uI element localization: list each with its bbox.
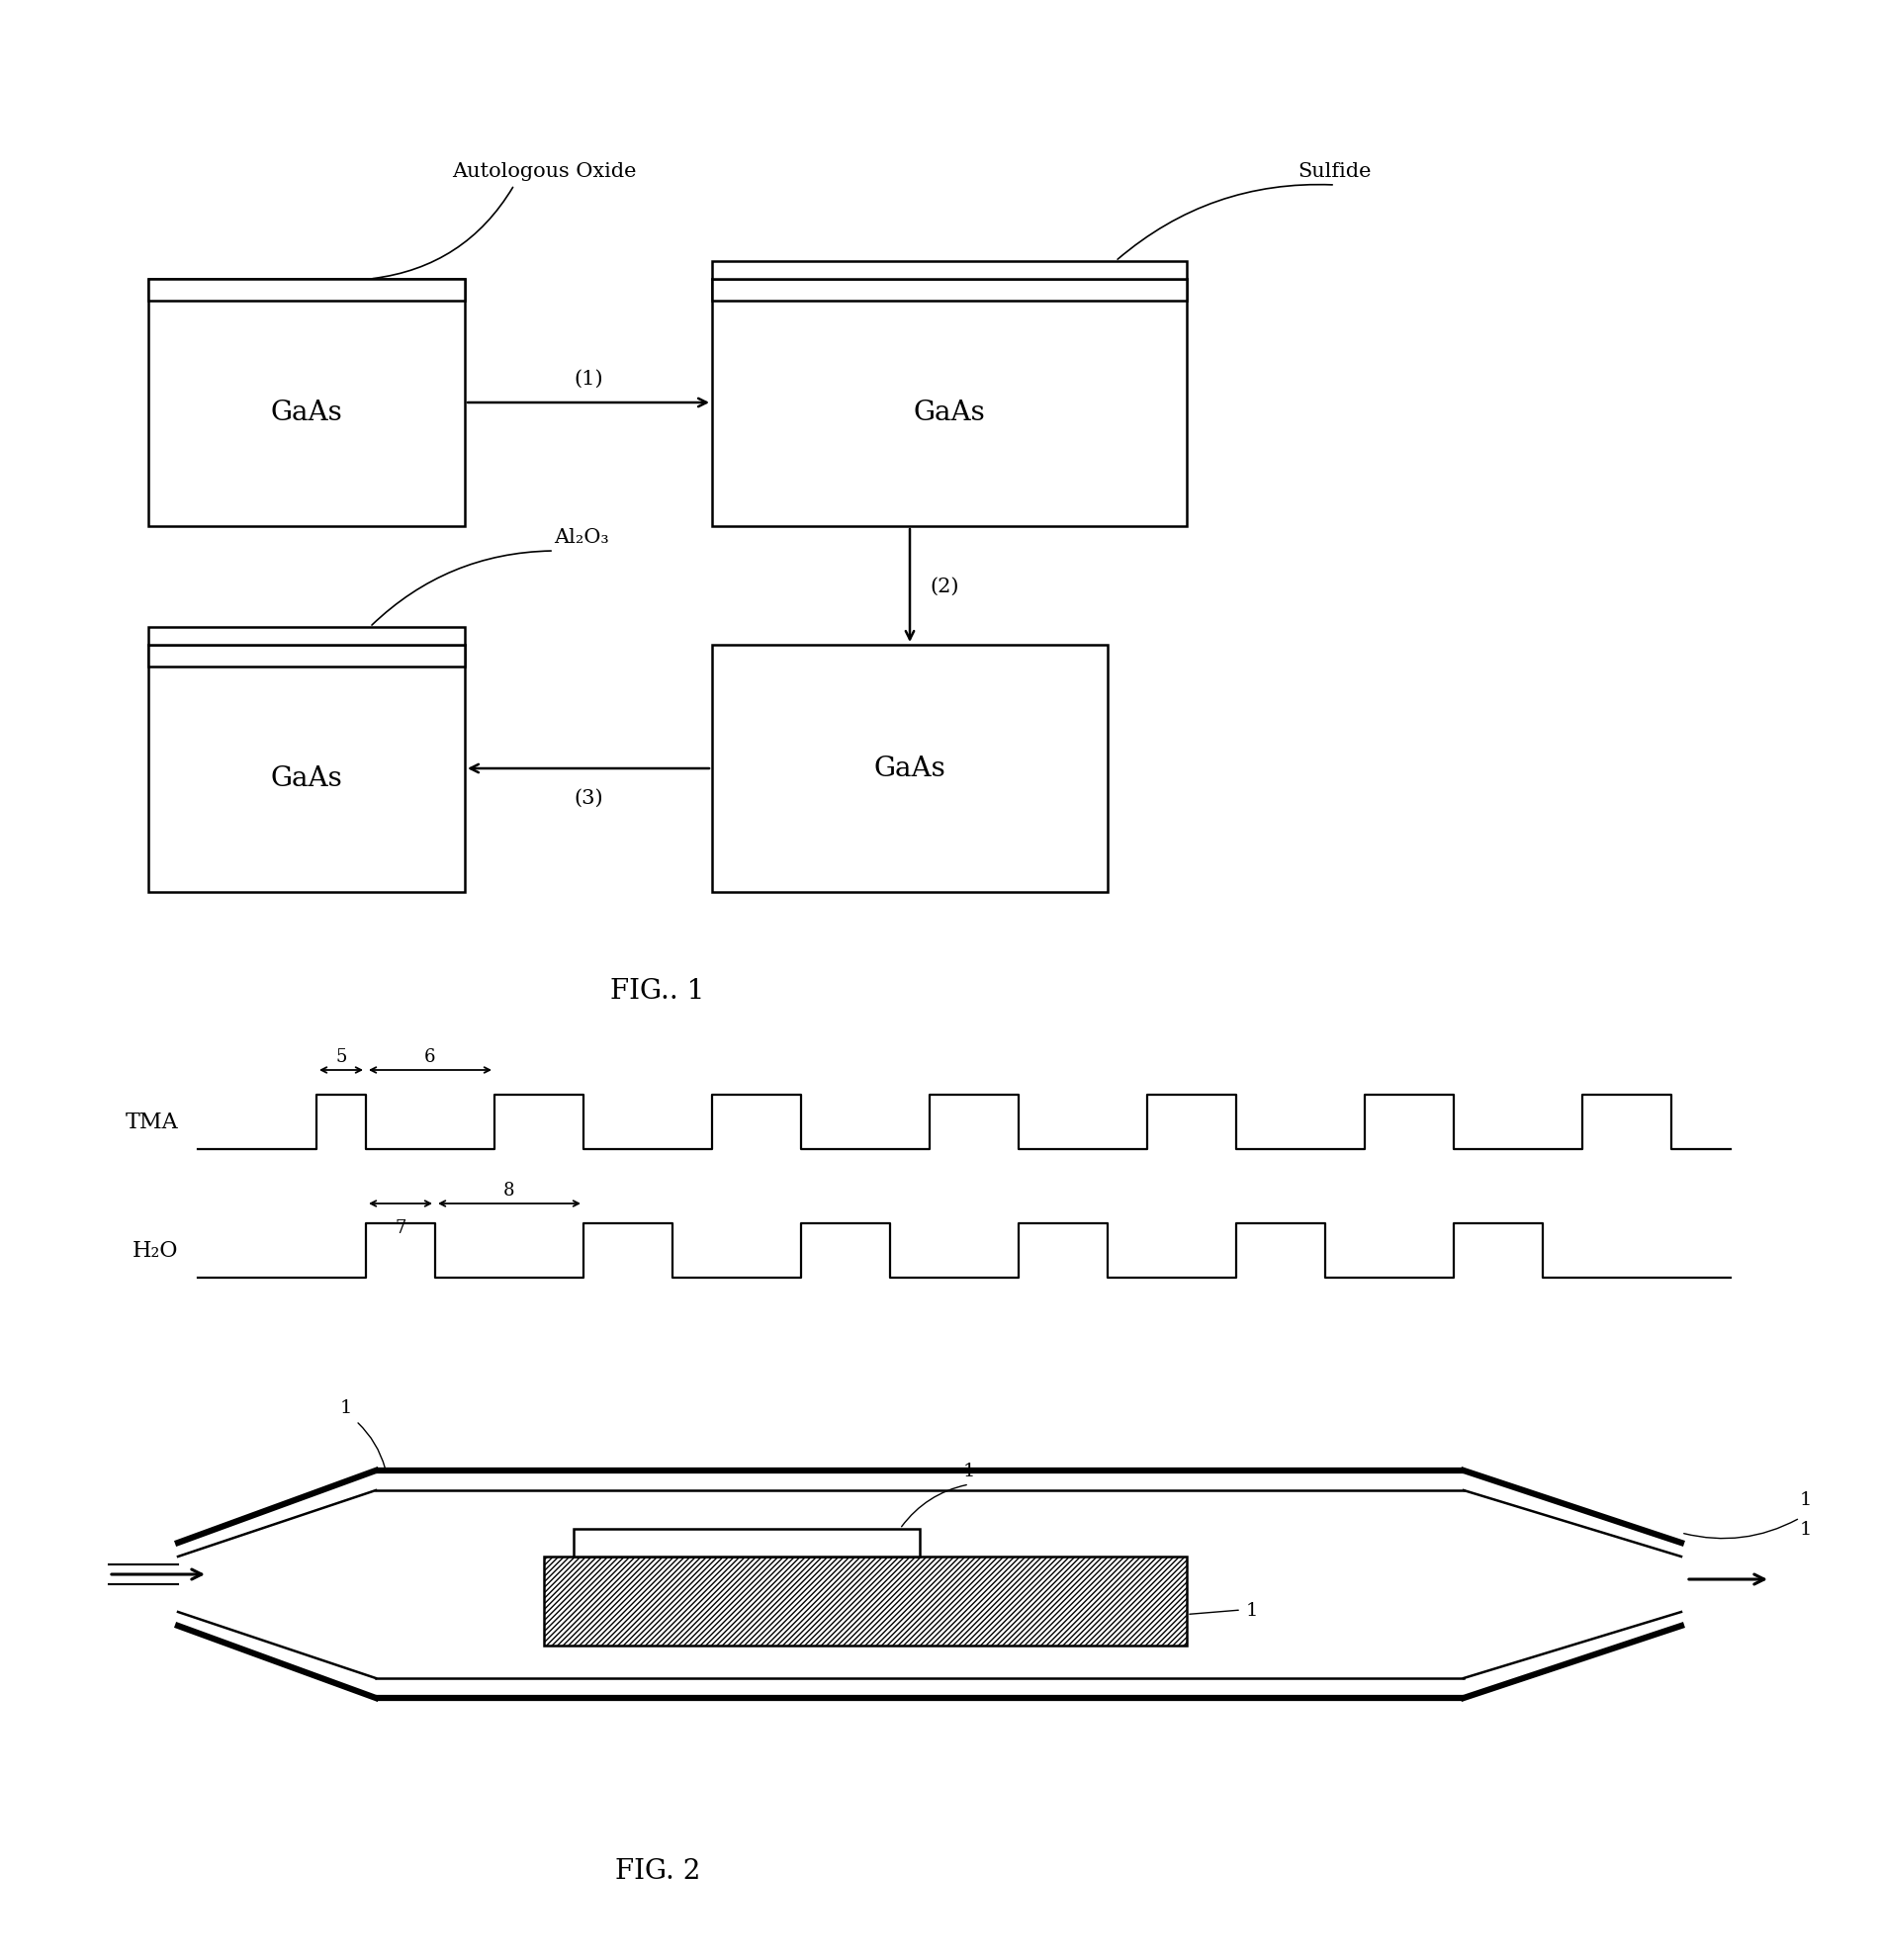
Text: 1: 1 [340,1399,351,1417]
Text: GaAs: GaAs [271,400,342,427]
Text: 5: 5 [336,1049,348,1066]
Bar [712,263,1188,280]
Text: 6: 6 [425,1049,436,1066]
Bar [148,645,464,666]
Text: GaAs: GaAs [913,400,985,427]
Text: H₂O: H₂O [132,1241,179,1262]
Text: (2): (2) [930,576,958,596]
Text: 1: 1 [1246,1601,1259,1619]
Text: (3): (3) [573,788,603,808]
Bar [573,1529,919,1556]
Text: GaAs: GaAs [874,757,945,782]
Bar [543,1556,1188,1646]
Text: 1: 1 [1800,1521,1811,1539]
Text: GaAs: GaAs [271,766,342,792]
Text: Autologous Oxide: Autologous Oxide [451,163,637,180]
Text: 1: 1 [1800,1490,1811,1509]
Text: FIG.. 1: FIG.. 1 [611,978,705,1005]
Bar [148,627,464,645]
Text: (1): (1) [573,370,603,388]
Text: 7: 7 [395,1219,406,1237]
Bar [148,280,464,527]
Text: FIG. 2: FIG. 2 [614,1858,701,1884]
Text: TMA: TMA [126,1111,179,1133]
Text: 1: 1 [964,1462,975,1480]
Bar [712,280,1188,527]
Text: Sulfide: Sulfide [1298,163,1372,180]
Text: Al₂O₃: Al₂O₃ [554,527,609,547]
Bar [712,280,1188,302]
Bar [148,645,464,892]
Text: 8: 8 [504,1182,515,1200]
Bar [712,645,1107,892]
Bar [148,280,464,302]
